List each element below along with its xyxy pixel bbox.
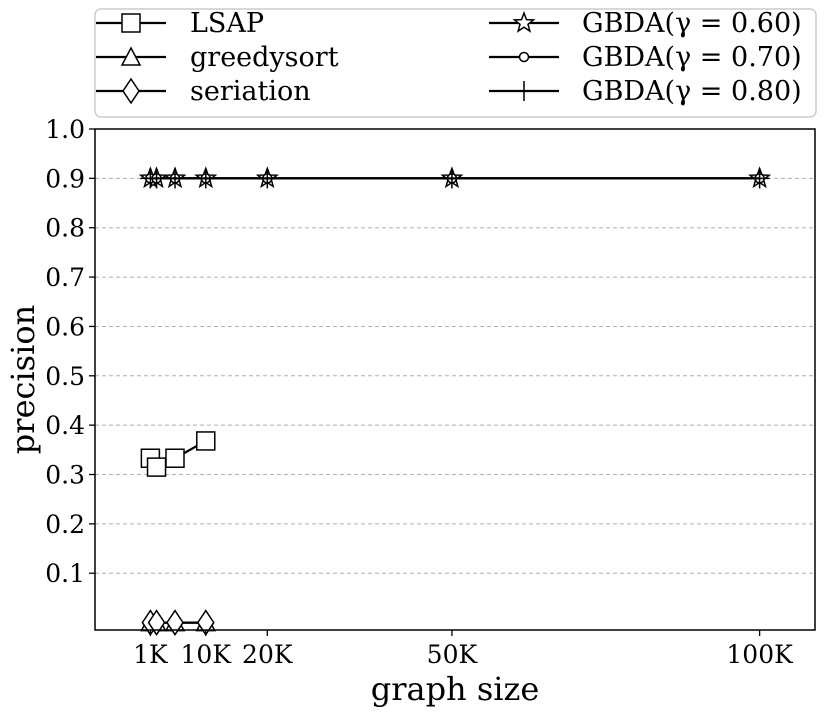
y-tick-label: 0.6: [45, 312, 85, 341]
plot-frame: [94, 128, 816, 631]
legend-item-gbda-gamma-0-60: GBDA(γ = 0.60): [489, 8, 802, 39]
data-point-gbda-gamma-0-80: [441, 168, 462, 189]
legend-marker-square: [121, 13, 141, 33]
series-seriation: [141, 609, 215, 636]
legend-marker-plus: [514, 81, 534, 101]
legend-item-lsap: LSAP: [96, 8, 264, 39]
x-tick-label: 10K: [181, 640, 233, 669]
data-point-gbda-gamma-0-80: [749, 168, 770, 189]
data-point-gbda-gamma-0-80: [165, 168, 185, 189]
legend-marker-triangle: [120, 46, 142, 66]
ticks-layer: 0.1 0.2 0.3 0.4 0.5 0.6 0.7 0.8 0.9 1.0 1K 10K 20K 50…: [45, 115, 794, 669]
x-tick-label: 50K: [427, 640, 479, 669]
y-tick-label: 0.5: [45, 362, 85, 391]
y-tick-label: 0.7: [45, 263, 85, 292]
legend-marker-circle: [518, 51, 530, 63]
y-tick-label: 1.0: [45, 115, 85, 144]
y-tick-label: 0.8: [45, 214, 85, 243]
legend-item-greedysort: greedysort: [96, 42, 339, 73]
data-point-lsap: [196, 431, 216, 451]
y-tick-label: 0.2: [45, 510, 85, 539]
data-point-gbda-gamma-0-80: [195, 168, 216, 189]
legend-item-gbda-gamma-0-70: GBDA(γ = 0.70): [489, 42, 802, 73]
y-tick-label: 0.4: [45, 411, 85, 440]
x-tick-label: 100K: [726, 640, 794, 669]
data-point-lsap: [146, 457, 167, 477]
y-tick-label: 0.3: [45, 461, 85, 490]
legend-label: GBDA(γ = 0.60): [582, 8, 802, 39]
series-lsap: [140, 431, 216, 477]
y-tick-label: 0.9: [45, 164, 85, 193]
legend-item-gbda-gamma-0-80: GBDA(γ = 0.80): [489, 76, 802, 107]
data-point-seriation: [147, 609, 166, 636]
legend-label: greedysort: [190, 42, 339, 73]
data-point-lsap: [165, 448, 185, 468]
series-layer: [138, 166, 772, 636]
data-point-gbda-gamma-0-80: [146, 168, 167, 189]
y-axis-title: precision: [4, 305, 42, 454]
data-point-gbda-gamma-0-80: [257, 168, 278, 189]
legend-label: LSAP: [190, 8, 264, 39]
grid-layer: [95, 128, 815, 574]
series-gbda-gamma-0-80: [140, 168, 770, 189]
legend-item-seriation: seriation: [96, 76, 311, 107]
legend-label: GBDA(γ = 0.70): [582, 42, 802, 73]
legend-label: GBDA(γ = 0.80): [582, 76, 802, 107]
x-axis-title: graph size: [371, 670, 540, 708]
legend-box: [94, 8, 817, 118]
legend-marker-diamond: [122, 77, 140, 105]
legend-label: seriation: [190, 76, 311, 107]
data-point-seriation: [166, 609, 184, 636]
legend-marker-star: [512, 10, 536, 33]
x-tick-label: 20K: [242, 640, 294, 669]
x-tick-label: 1K: [133, 640, 169, 669]
y-tick-label: 0.1: [45, 559, 85, 588]
